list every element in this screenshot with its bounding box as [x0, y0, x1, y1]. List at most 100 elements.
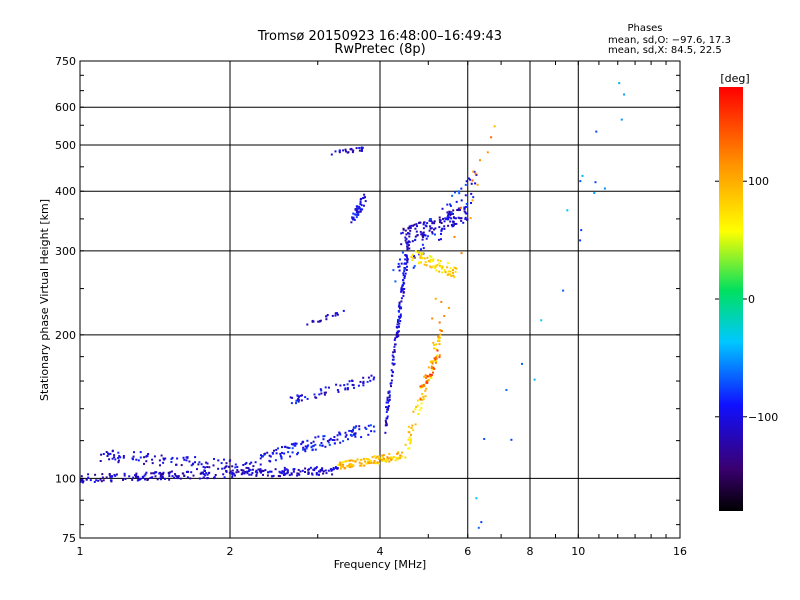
- data-point: [242, 469, 245, 472]
- data-point: [414, 423, 417, 426]
- data-point: [367, 461, 370, 464]
- data-point: [344, 148, 347, 151]
- data-point: [231, 465, 234, 468]
- data-point: [346, 388, 349, 391]
- data-point: [351, 151, 354, 154]
- data-point: [355, 147, 358, 150]
- data-point: [327, 469, 330, 472]
- data-point: [440, 238, 442, 241]
- data-point: [242, 464, 245, 466]
- data-point: [404, 456, 407, 459]
- data-point: [225, 470, 228, 472]
- data-point: [109, 452, 112, 455]
- data-point: [460, 219, 463, 222]
- data-point: [342, 463, 345, 466]
- data-point: [440, 222, 443, 224]
- data-point: [453, 235, 456, 238]
- data-point: [435, 356, 438, 359]
- data-point: [446, 266, 449, 269]
- data-point: [416, 225, 418, 228]
- colorbar-tick-label: 0: [748, 293, 755, 306]
- data-point: [307, 471, 310, 474]
- y-tick-label: 200: [55, 329, 76, 342]
- data-point: [406, 247, 409, 250]
- data-point: [404, 443, 407, 446]
- data-point: [311, 320, 314, 323]
- data-point: [474, 172, 477, 175]
- data-point: [114, 458, 117, 461]
- data-point: [304, 467, 307, 470]
- data-point: [358, 149, 361, 152]
- data-point: [397, 262, 400, 265]
- data-point: [350, 430, 353, 432]
- data-point: [345, 460, 348, 463]
- data-point: [439, 260, 442, 262]
- data-point: [450, 274, 453, 277]
- data-point: [595, 130, 598, 133]
- data-point: [117, 461, 120, 464]
- data-point: [298, 399, 301, 402]
- data-point: [460, 217, 463, 220]
- data-point: [291, 447, 294, 450]
- data-point: [290, 472, 293, 475]
- data-point: [117, 459, 120, 462]
- data-point: [304, 445, 307, 448]
- data-point: [437, 338, 440, 341]
- data-point: [422, 227, 425, 230]
- data-point: [425, 225, 428, 228]
- data-point: [452, 271, 454, 274]
- data-point: [394, 280, 397, 283]
- data-point: [361, 208, 364, 211]
- data-point: [164, 457, 167, 460]
- data-point: [406, 245, 409, 248]
- data-point: [385, 401, 388, 404]
- data-point: [355, 213, 358, 216]
- plot-frame: [79, 60, 681, 539]
- data-point: [281, 470, 284, 473]
- data-point: [297, 400, 300, 403]
- data-point: [171, 456, 174, 459]
- data-point: [421, 252, 424, 255]
- data-point: [426, 256, 429, 259]
- data-point: [392, 456, 395, 458]
- data-point: [398, 316, 401, 319]
- data-point: [447, 218, 450, 221]
- data-point: [359, 464, 362, 467]
- data-point: [403, 288, 406, 290]
- data-point: [406, 265, 408, 268]
- data-point: [372, 461, 375, 464]
- data-point: [423, 257, 426, 260]
- data-point: [279, 454, 282, 457]
- data-point: [152, 472, 155, 475]
- data-point: [411, 254, 414, 256]
- data-point: [348, 429, 351, 432]
- data-point: [186, 470, 189, 473]
- data-point: [334, 150, 337, 153]
- data-point: [321, 444, 324, 447]
- data-point: [223, 458, 225, 461]
- data-point: [420, 233, 423, 236]
- data-point: [317, 473, 320, 476]
- data-point: [301, 469, 304, 472]
- data-point: [438, 270, 441, 273]
- data-point: [435, 269, 438, 272]
- data-point: [312, 444, 315, 447]
- data-point: [298, 473, 301, 476]
- data-point: [408, 431, 411, 434]
- data-point: [213, 458, 215, 460]
- data-point: [358, 428, 361, 431]
- data-point: [397, 305, 400, 308]
- data-point: [433, 368, 436, 370]
- data-point: [325, 318, 328, 321]
- data-point: [353, 426, 356, 429]
- data-point: [407, 438, 410, 441]
- data-point: [275, 452, 278, 455]
- data-point: [333, 436, 336, 438]
- data-point: [139, 478, 142, 480]
- data-point: [403, 275, 406, 278]
- data-point: [349, 459, 351, 462]
- data-point: [176, 475, 179, 478]
- data-point: [449, 270, 452, 273]
- data-point: [436, 264, 439, 267]
- data-point: [407, 447, 410, 450]
